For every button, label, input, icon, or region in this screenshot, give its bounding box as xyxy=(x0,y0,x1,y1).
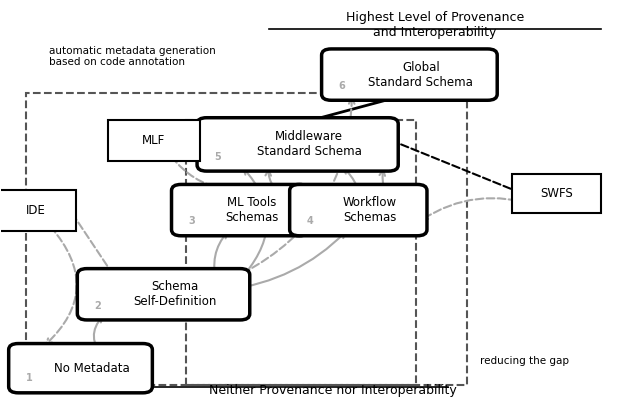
FancyBboxPatch shape xyxy=(511,174,601,213)
Text: 3: 3 xyxy=(189,216,195,226)
Text: automatic metadata generation
based on code annotation: automatic metadata generation based on c… xyxy=(49,46,215,68)
Text: No Metadata: No Metadata xyxy=(54,362,130,375)
FancyBboxPatch shape xyxy=(321,49,497,100)
Text: 6: 6 xyxy=(339,81,346,91)
Text: Workflow
Schemas: Workflow Schemas xyxy=(343,196,397,224)
FancyBboxPatch shape xyxy=(9,344,152,393)
FancyBboxPatch shape xyxy=(0,190,76,231)
Text: ML Tools
Schemas: ML Tools Schemas xyxy=(225,196,278,224)
FancyBboxPatch shape xyxy=(197,118,398,171)
Bar xyxy=(26,93,467,385)
Text: 2: 2 xyxy=(95,300,101,311)
Text: MLF: MLF xyxy=(142,134,166,147)
FancyBboxPatch shape xyxy=(290,185,427,236)
FancyBboxPatch shape xyxy=(77,269,250,320)
Text: reducing the gap: reducing the gap xyxy=(480,356,569,366)
Text: Schema
Self-Definition: Schema Self-Definition xyxy=(133,280,217,308)
Text: 4: 4 xyxy=(307,216,314,226)
FancyBboxPatch shape xyxy=(172,185,309,236)
Bar xyxy=(186,120,416,385)
Text: Global
Standard Schema: Global Standard Schema xyxy=(369,61,474,89)
FancyBboxPatch shape xyxy=(108,120,200,161)
Text: IDE: IDE xyxy=(26,204,45,217)
Text: Neither Provenance nor Interoperability: Neither Provenance nor Interoperability xyxy=(209,384,457,397)
Text: 1: 1 xyxy=(26,373,33,384)
Text: Highest Level of Provenance
and Interoperability: Highest Level of Provenance and Interope… xyxy=(346,11,524,39)
Text: Middleware
Standard Schema: Middleware Standard Schema xyxy=(257,131,362,158)
Text: SWFS: SWFS xyxy=(540,187,573,200)
Text: 5: 5 xyxy=(214,152,221,162)
